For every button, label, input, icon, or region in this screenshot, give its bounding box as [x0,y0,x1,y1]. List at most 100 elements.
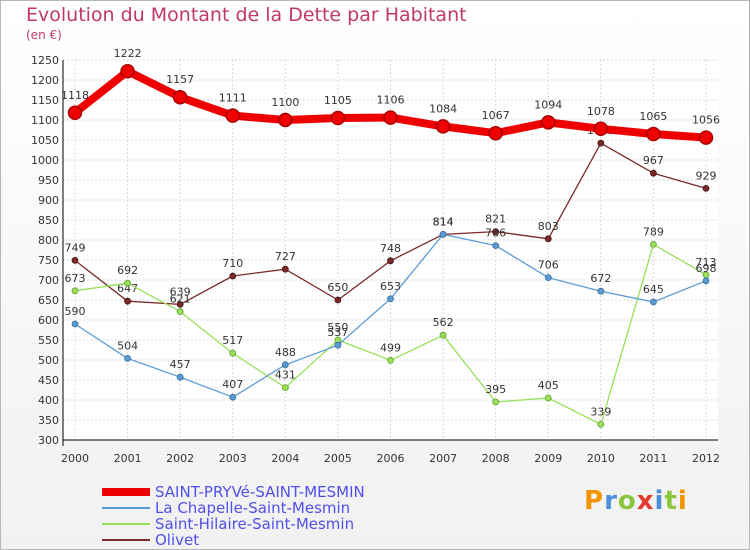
data-point [71,256,79,264]
data-label: 706 [538,259,559,272]
data-point [124,279,131,287]
data-label: 803 [538,220,559,233]
data-point [387,257,394,265]
data-label: 1065 [639,110,667,123]
data-point [383,110,398,125]
data-label: 590 [65,305,86,318]
data-point [120,63,135,79]
data-label: 814 [433,215,454,228]
data-point [334,296,342,304]
data-point [650,298,657,306]
unit-label: (en €) [26,28,62,42]
x-tick-label: 2009 [534,452,562,465]
data-label: 1084 [429,102,457,115]
data-label: 1106 [377,94,405,107]
y-tick-label: 450 [38,374,59,387]
data-point [492,228,500,236]
data-label: 405 [538,379,559,392]
data-label: 967 [643,154,664,167]
data-label: 789 [643,225,664,238]
data-label: 749 [65,241,86,254]
data-point [439,331,447,339]
data-point [124,354,131,362]
y-tick-label: 700 [38,274,59,287]
data-point [281,265,289,273]
legend-swatch [102,507,150,509]
data-label: 1111 [219,92,247,105]
data-point [225,108,240,123]
x-tick-label: 2004 [271,452,299,465]
y-tick-label: 1250 [31,54,59,67]
y-tick-label: 800 [38,234,59,247]
data-label: 1067 [482,109,510,122]
data-point [650,240,657,248]
x-tick-label: 2000 [61,452,89,465]
x-tick-label: 2001 [114,452,142,465]
data-point [387,295,394,303]
y-tick-label: 600 [38,314,59,327]
data-label: 550 [327,321,348,334]
y-tick-label: 650 [38,294,59,307]
legend-label: Saint-Hilaire-Saint-Mesmin [155,515,355,533]
data-point [281,361,289,369]
x-tick-label: 2006 [377,452,405,465]
data-label: 537 [327,326,348,339]
data-point [702,277,710,285]
data-label: 407 [222,378,243,391]
legend-label: La Chapelle-Saint-Mesmin [155,499,351,517]
data-label: 339 [590,405,611,418]
data-point [172,89,188,105]
data-label: 672 [590,272,611,285]
data-label: 639 [170,285,191,298]
data-point [597,287,605,295]
data-point [544,235,552,243]
legend-swatch [102,488,150,496]
proxiti-logo: Proxiti [584,486,688,516]
data-point [229,393,237,401]
data-point [597,420,605,428]
data-point [439,230,447,238]
x-tick-label: 2003 [219,452,247,465]
data-point [650,169,657,177]
data-point [544,274,552,282]
data-label: 431 [275,369,296,382]
data-point [541,115,556,130]
data-label: 1094 [534,98,562,111]
data-label: 650 [327,281,348,294]
data-point [281,384,289,392]
data-point [593,121,609,137]
y-tick-label: 500 [38,354,59,367]
legend-label: Olivet [155,531,200,549]
x-tick-label: 2010 [587,452,615,465]
y-tick-label: 750 [38,254,59,267]
data-label: 1222 [114,47,142,60]
legend-swatch [102,523,150,525]
data-label: 1118 [61,89,89,102]
y-tick-label: 850 [38,214,59,227]
y-tick-label: 550 [38,334,59,347]
data-label: 621 [170,293,191,306]
x-tick-label: 2002 [166,452,194,465]
data-label: 698 [696,262,717,275]
y-tick-label: 300 [38,434,59,447]
data-label: 562 [433,316,454,329]
legend-swatch [102,539,150,541]
data-label: 727 [275,250,296,263]
data-point [176,308,184,316]
data-label: 457 [170,358,191,371]
data-label: 645 [643,283,664,296]
data-point [229,349,237,357]
data-point [544,394,552,402]
data-label: 1157 [166,73,194,86]
x-tick-label: 2005 [324,452,352,465]
y-tick-label: 1000 [31,154,59,167]
y-tick-label: 950 [38,174,59,187]
data-label: 504 [117,339,138,352]
y-tick-label: 900 [38,194,59,207]
chart-title: Evolution du Montant de la Dette par Hab… [26,4,467,26]
data-point [330,110,346,126]
data-label: 786 [485,227,506,240]
data-label: 517 [222,334,243,347]
data-point [278,112,293,128]
data-label: 692 [117,264,138,277]
